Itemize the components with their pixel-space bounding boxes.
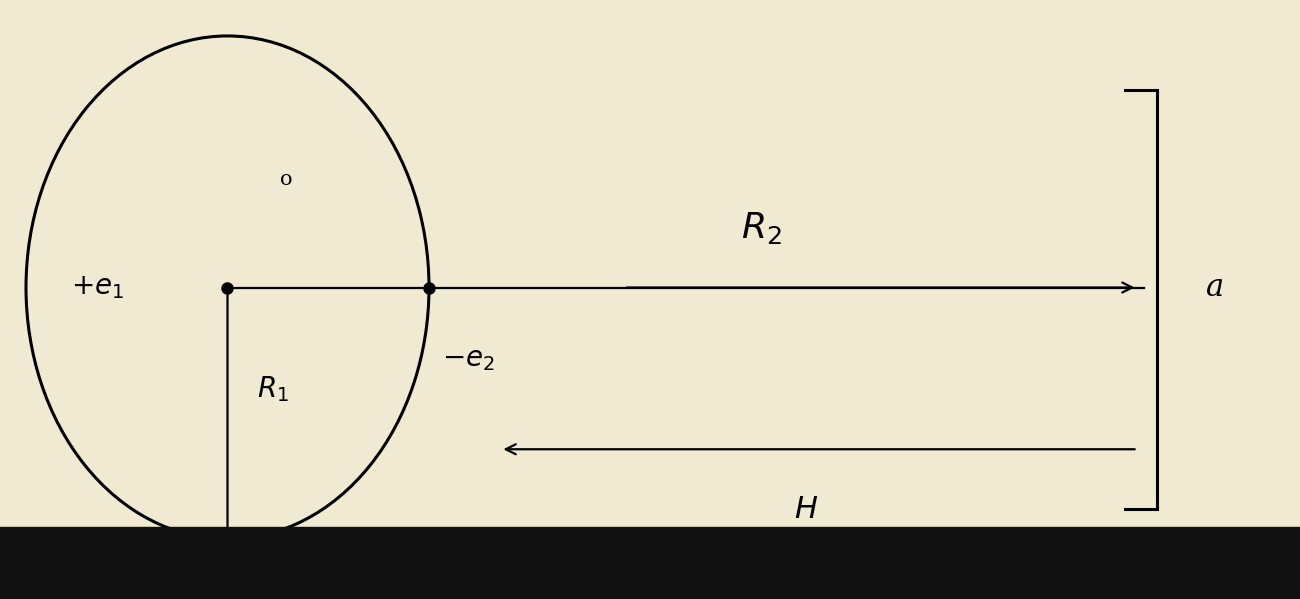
Text: $H$: $H$ — [794, 494, 818, 525]
Text: a: a — [1206, 272, 1225, 303]
Text: $R_1$: $R_1$ — [257, 374, 289, 404]
Text: $R_2$: $R_2$ — [741, 210, 781, 246]
Text: $-e_2$: $-e_2$ — [442, 346, 494, 373]
Text: $+e_1$: $+e_1$ — [72, 274, 124, 301]
Bar — [0, 527, 1300, 599]
Text: o: o — [280, 170, 292, 189]
